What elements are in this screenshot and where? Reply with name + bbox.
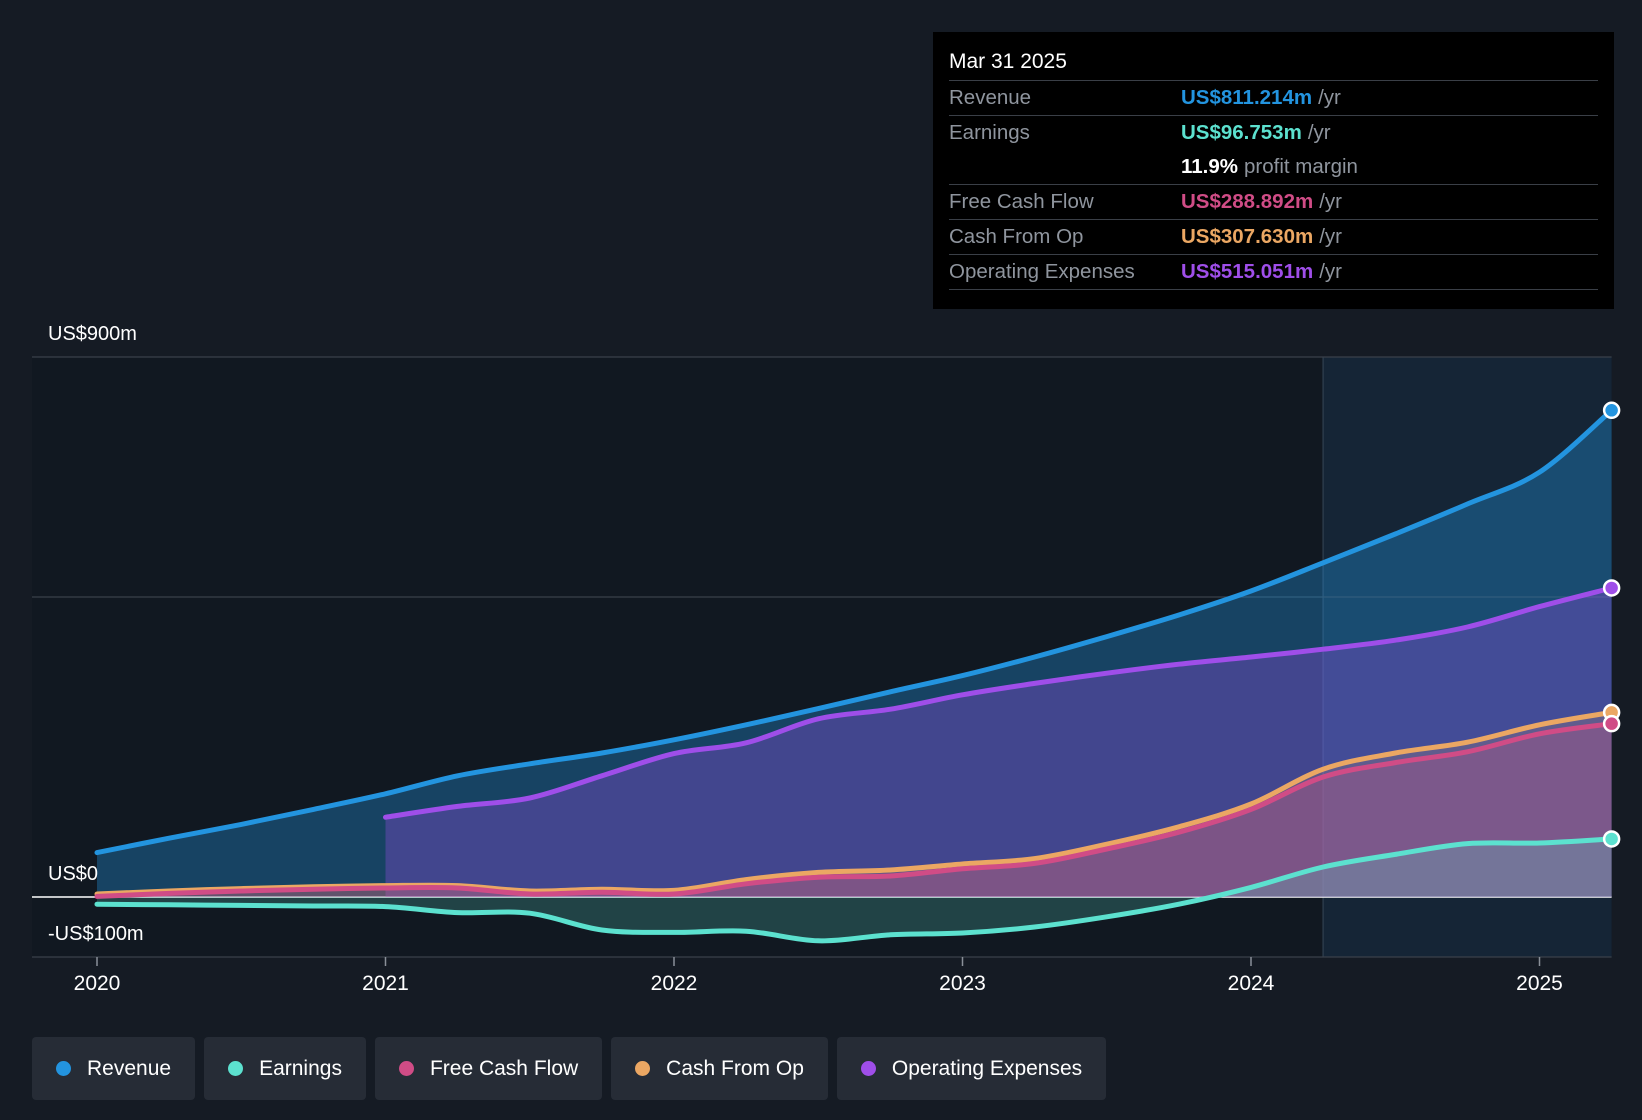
x-tick-label: 2021 <box>362 972 409 995</box>
y-label-bottom: -US$100m <box>48 923 144 945</box>
tooltip-value: US$96.753m <box>1181 121 1302 144</box>
tooltip-date: Mar 31 2025 <box>949 46 1598 81</box>
cash-from-op-area <box>97 712 1612 897</box>
tooltip-row-cash-from-op: Cash From Op US$307.630m /yr <box>949 220 1598 255</box>
legend-item-free-cash-flow[interactable]: Free Cash Flow <box>374 1037 603 1100</box>
free-cash-flow-end-point <box>1602 714 1621 733</box>
tooltip-unit: /yr <box>1319 190 1342 213</box>
legend: Revenue Earnings Free Cash Flow Cash Fro… <box>32 1037 1107 1100</box>
tooltip-unit: /yr <box>1318 86 1341 109</box>
legend-label: Earnings <box>259 1056 342 1080</box>
tooltip-label: Earnings <box>949 121 1030 144</box>
revenue-dot-icon <box>56 1061 71 1076</box>
x-tick-label: 2024 <box>1228 972 1275 995</box>
tooltip-value: US$288.892m <box>1181 190 1314 213</box>
legend-item-revenue[interactable]: Revenue <box>32 1037 196 1100</box>
x-tick-label: 2020 <box>74 972 121 995</box>
y-label-zero: US$0 <box>48 863 98 885</box>
cash-from-op-dot-icon <box>635 1061 651 1076</box>
tooltip-unit: /yr <box>1319 260 1342 283</box>
x-tick-label: 2025 <box>1516 972 1563 995</box>
y-label-top: US$900m <box>48 323 137 345</box>
legend-label: Free Cash Flow <box>429 1056 579 1080</box>
tooltip-label: Operating Expenses <box>949 260 1135 283</box>
legend-item-operating-expenses[interactable]: Operating Expenses <box>836 1037 1107 1100</box>
legend-label: Revenue <box>87 1056 172 1080</box>
tooltip-value: 11.9% <box>1181 155 1238 178</box>
tooltip-unit: profit margin <box>1244 155 1358 178</box>
operating-expenses-area <box>385 588 1612 897</box>
tooltip-label <box>949 150 1181 184</box>
tooltip-unit: /yr <box>1307 121 1331 144</box>
x-tick-label: 2023 <box>939 972 986 995</box>
tooltip-value: US$811.214m <box>1181 86 1313 109</box>
operating-expenses-dot-icon <box>860 1061 876 1076</box>
tooltip-label: Free Cash Flow <box>949 190 1094 213</box>
legend-item-cash-from-op[interactable]: Cash From Op <box>611 1037 828 1100</box>
legend-label: Operating Expenses <box>891 1056 1083 1080</box>
tooltip-value: US$307.630m <box>1181 225 1314 248</box>
earnings-dot-icon <box>228 1061 244 1076</box>
free-cash-flow-area <box>97 723 1612 897</box>
tooltip: Mar 31 2025 Revenue US$811.214m /yr Earn… <box>933 32 1614 309</box>
tooltip-label: Revenue <box>949 86 1032 109</box>
revenue-area <box>97 410 1612 897</box>
tooltip-row-revenue: Revenue US$811.214m /yr <box>949 81 1598 116</box>
free-cash-flow-dot-icon <box>398 1061 414 1076</box>
operating-expenses-line <box>383 585 1615 820</box>
free-cash-flow-line <box>94 721 1615 899</box>
tooltip-row-earnings: Earnings US$96.753m /yr <box>949 116 1598 150</box>
revenue-end-point <box>1602 401 1621 420</box>
tooltip-row-profit-margin: 11.9% profit margin <box>949 150 1598 185</box>
operating-expenses-end-point <box>1602 579 1621 597</box>
tooltip-value: US$515.051m <box>1181 260 1314 283</box>
revenue-line <box>94 407 1615 856</box>
earnings-area <box>97 838 1612 941</box>
legend-item-earnings[interactable]: Earnings <box>204 1037 366 1100</box>
earnings-end-point <box>1602 830 1621 848</box>
tooltip-row-free-cash-flow: Free Cash Flow US$288.892m /yr <box>949 185 1598 220</box>
tooltip-unit: /yr <box>1319 225 1342 248</box>
x-tick-label: 2022 <box>651 972 698 995</box>
tooltip-label: Cash From Op <box>949 225 1084 248</box>
earnings-line <box>94 836 1615 944</box>
tooltip-row-operating-expenses: Operating Expenses US$515.051m /yr <box>949 255 1598 290</box>
legend-label: Cash From Op <box>666 1056 804 1080</box>
